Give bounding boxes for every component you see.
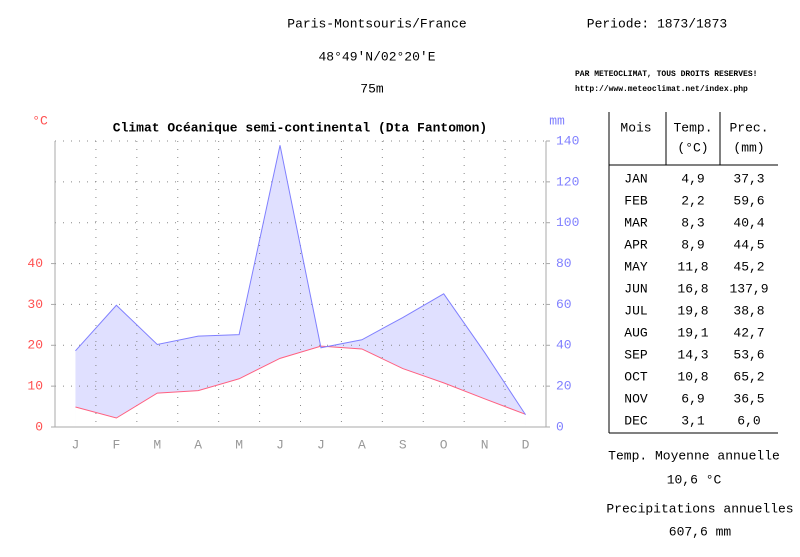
table-header: Prec. bbox=[729, 120, 768, 135]
table-cell: 2,2 bbox=[681, 193, 704, 208]
table-cell: AUG bbox=[624, 325, 647, 340]
table-cell: 19,8 bbox=[677, 303, 708, 318]
table-cell: 42,7 bbox=[733, 325, 764, 340]
table bbox=[608, 112, 778, 434]
line bbox=[75, 345, 526, 419]
table-header: Temp. bbox=[673, 120, 712, 135]
y-tick-label: 0 bbox=[35, 419, 43, 434]
y2-tick-label: 40 bbox=[556, 338, 572, 353]
y2-tick-label: 60 bbox=[556, 297, 572, 312]
table-cell: JUN bbox=[624, 281, 647, 296]
footer-prec-value: 607,6 mm bbox=[669, 524, 732, 539]
period: Periode: 1873/1873 bbox=[587, 16, 727, 31]
table-cell: 19,1 bbox=[677, 325, 708, 340]
table-cell: APR bbox=[624, 237, 648, 252]
table-cell: JAN bbox=[624, 171, 647, 186]
table-cell: 44,5 bbox=[733, 237, 764, 252]
table-cell: 4,9 bbox=[681, 171, 704, 186]
table-cell: 37,3 bbox=[733, 171, 764, 186]
table-header: (°C) bbox=[677, 140, 708, 155]
y-tick-label: 10 bbox=[27, 379, 43, 394]
table-cell: 8,3 bbox=[681, 215, 704, 230]
table-cell: 137,9 bbox=[729, 281, 768, 296]
table-cell: DEC bbox=[624, 413, 648, 428]
table-cell: 11,8 bbox=[677, 259, 708, 274]
y2-tick-label: 140 bbox=[556, 133, 579, 148]
url: http://www.meteoclimat.net/index.php bbox=[575, 85, 748, 94]
table-header: (mm) bbox=[733, 140, 764, 155]
area bbox=[75, 145, 526, 428]
x-tick-label: S bbox=[399, 437, 407, 452]
table-cell: 16,8 bbox=[677, 281, 708, 296]
x-tick-label: F bbox=[112, 437, 120, 452]
table-cell: SEP bbox=[624, 347, 648, 362]
table-cell: 59,6 bbox=[733, 193, 764, 208]
table-header: Mois bbox=[620, 120, 651, 135]
table-cell: MAY bbox=[624, 259, 648, 274]
x-tick-label: A bbox=[358, 437, 366, 452]
x-tick-label: N bbox=[481, 437, 489, 452]
x-tick-label: J bbox=[276, 437, 284, 452]
y2-tick-label: 80 bbox=[556, 256, 572, 271]
y-tick-label: 20 bbox=[27, 338, 43, 353]
y-tick-label: 40 bbox=[27, 256, 43, 271]
x-tick-label: M bbox=[153, 437, 161, 452]
footer-temp-label: Temp. Moyenne annuelle bbox=[608, 448, 780, 463]
y-tick-label: 30 bbox=[27, 297, 43, 312]
copyright: PAR METEOCLIMAT, TOUS DROITS RESERVES! bbox=[575, 70, 757, 79]
table-cell: OCT bbox=[624, 369, 648, 384]
table-cell: 65,2 bbox=[733, 369, 764, 384]
table-cell: 40,4 bbox=[733, 215, 764, 230]
station: Paris-Montsouris/France bbox=[287, 16, 466, 31]
table-cell: 3,1 bbox=[681, 413, 705, 428]
x-tick-label: D bbox=[522, 437, 530, 452]
y2-tick-label: 20 bbox=[556, 379, 572, 394]
table-cell: 38,8 bbox=[733, 303, 764, 318]
table-cell: NOV bbox=[624, 391, 648, 406]
x-tick-label: J bbox=[317, 437, 325, 452]
y2-tick-label: 0 bbox=[556, 419, 564, 434]
table-cell: 6,9 bbox=[681, 391, 704, 406]
table-cell: 36,5 bbox=[733, 391, 764, 406]
y-label: °C bbox=[32, 113, 48, 128]
x-tick-label: O bbox=[440, 437, 448, 452]
chart-title: Climat Océanique semi-continental (Dta F… bbox=[113, 120, 487, 135]
table-cell: 53,6 bbox=[733, 347, 764, 362]
table-cell: FEB bbox=[624, 193, 648, 208]
table-cell: 10,8 bbox=[677, 369, 708, 384]
footer-temp-value: 10,6 °C bbox=[667, 472, 722, 487]
table-cell: 6,0 bbox=[737, 413, 760, 428]
y2-tick-label: 120 bbox=[556, 174, 579, 189]
y2-tick-label: 100 bbox=[556, 215, 579, 230]
x-tick-label: A bbox=[194, 437, 202, 452]
table-cell: 45,2 bbox=[733, 259, 764, 274]
altitude: 75m bbox=[360, 81, 384, 96]
table-cell: JUL bbox=[624, 303, 647, 318]
coords: 48°49'N/02°20'E bbox=[318, 49, 435, 64]
table-cell: 14,3 bbox=[677, 347, 708, 362]
y2-label: mm bbox=[549, 113, 565, 128]
area bbox=[75, 346, 526, 427]
x-tick-label: J bbox=[72, 437, 80, 452]
table-cell: 8,9 bbox=[681, 237, 704, 252]
table-cell: MAR bbox=[624, 215, 648, 230]
footer-prec-label: Precipitations annuelles bbox=[606, 501, 793, 516]
line bbox=[75, 145, 526, 416]
x-tick-label: M bbox=[235, 437, 243, 452]
